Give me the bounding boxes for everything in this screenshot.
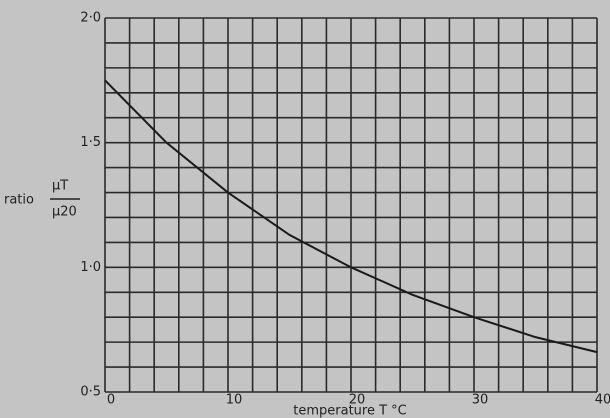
x-axis-label: temperature T °C xyxy=(293,404,407,418)
x-tick-label: 40 xyxy=(595,393,610,408)
y-tick-label: 0·5 xyxy=(80,385,101,400)
y-axis-label: ratio xyxy=(4,193,34,208)
x-tick-label: 0 xyxy=(107,393,115,408)
x-tick-label: 10 xyxy=(226,393,243,408)
y-axis-label-denominator: μ20 xyxy=(52,205,77,220)
y-tick-label: 1·5 xyxy=(80,135,101,150)
x-tick-label: 20 xyxy=(349,393,366,408)
y-tick-label: 2·0 xyxy=(80,11,101,26)
y-axis-label-numerator: μT xyxy=(52,179,68,194)
data-line xyxy=(104,79,598,354)
y-tick-label: 1·0 xyxy=(80,260,101,275)
x-tick-label: 30 xyxy=(472,393,489,408)
